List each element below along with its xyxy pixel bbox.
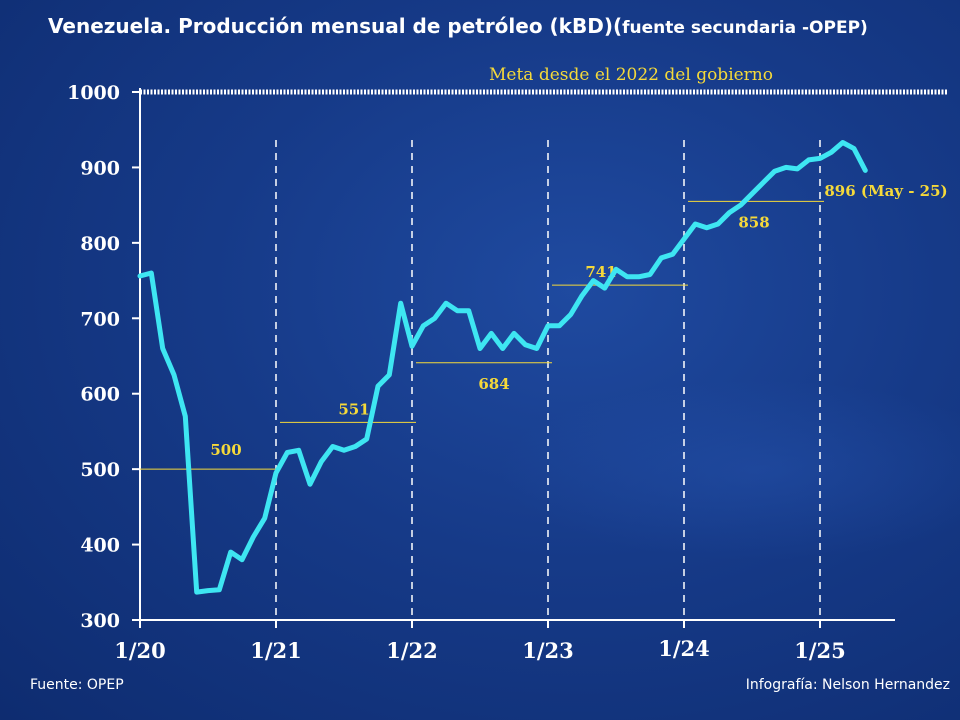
annual-average-label: 684: [478, 375, 509, 393]
production-series-line: [137, 140, 868, 595]
y-tick-label: 500: [80, 459, 120, 481]
x-tick-label: 1/25: [794, 638, 846, 663]
y-tick-label: 1000: [67, 82, 120, 104]
credit-note: Infografía: Nelson Hernandez: [745, 677, 950, 693]
y-tick-label: 700: [80, 308, 120, 330]
x-tick-label: 1/22: [386, 638, 438, 663]
source-note: Fuente: OPEP: [30, 677, 124, 693]
target-label: Meta desde el 2022 del gobierno: [489, 65, 773, 85]
background-swirl: [500, 380, 960, 560]
x-tick-label: 1/20: [114, 638, 166, 663]
y-tick-label: 900: [80, 157, 120, 179]
annual-average-label: 858: [738, 213, 769, 231]
y-tick-label: 600: [80, 384, 120, 406]
y-tick-label: 300: [80, 610, 120, 632]
chart-title-source: fuente secundaria -OPEP): [622, 18, 868, 38]
x-tick-label: 1/21: [250, 638, 302, 663]
last-point-label: 896 (May - 25): [824, 182, 947, 200]
x-tick-label: 1/24: [658, 636, 710, 661]
y-tick-label: 400: [80, 535, 120, 557]
x-tick-label: 1/23: [522, 638, 574, 663]
chart-title-main: Venezuela. Producción mensual de petróle…: [48, 14, 623, 38]
y-tick-label: 800: [80, 233, 120, 255]
chart-title: Venezuela. Producción mensual de petróle…: [48, 14, 953, 38]
annual-average-label: 551: [338, 400, 369, 418]
annual-average-label: 500: [210, 441, 241, 459]
